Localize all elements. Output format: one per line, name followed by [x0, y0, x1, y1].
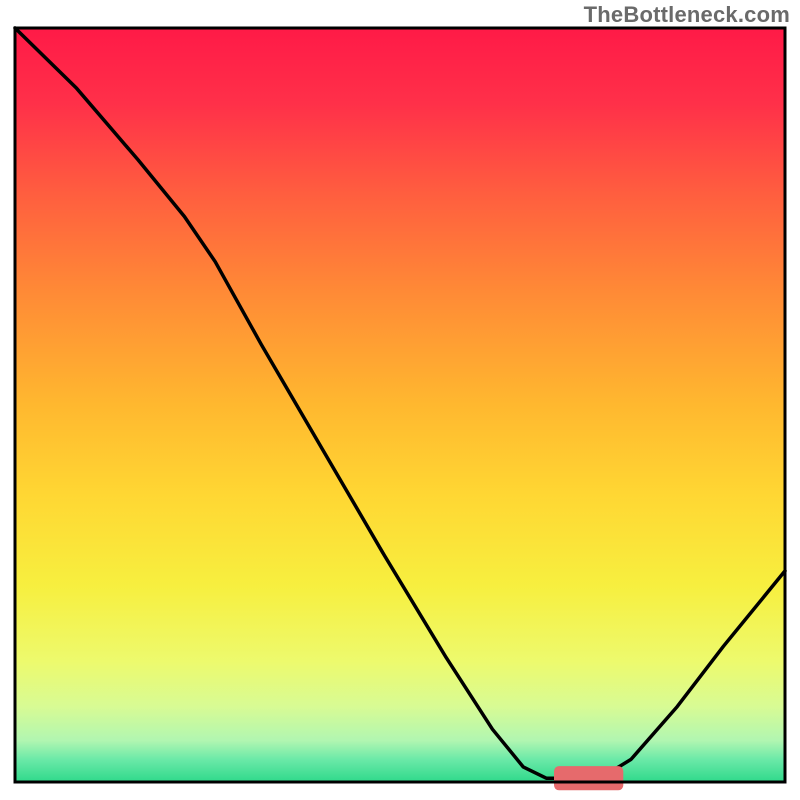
bottleneck-chart — [0, 0, 800, 800]
plot-background — [15, 28, 785, 782]
optimal-marker — [554, 766, 623, 790]
watermark-text: TheBottleneck.com — [584, 2, 790, 28]
